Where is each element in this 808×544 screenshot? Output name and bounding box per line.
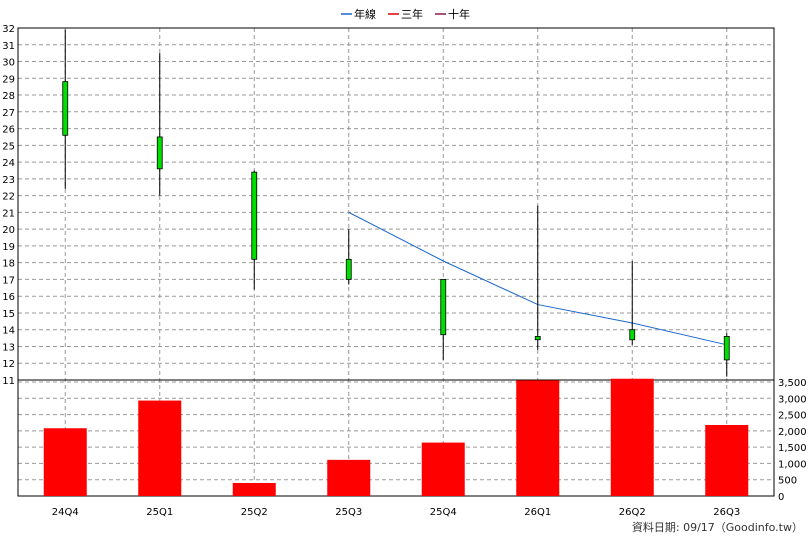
price-tick-label: 21 [2,208,15,219]
legend-item: 年線 [341,7,376,21]
price-tick-label: 23 [2,175,15,186]
volume-layer [43,378,749,496]
price-tick-label: 28 [2,91,15,102]
price-tick-label: 26 [2,125,15,136]
price-panel-border [17,27,775,381]
volume-bar [705,424,749,496]
candle [251,170,258,290]
legend-item: 三年 [388,7,423,21]
category-tick-label: 24Q4 [52,507,79,518]
volume-bar [610,378,654,496]
footnote: 資料日期: 09/17（Goodinfo.tw） [632,520,803,534]
candle [723,333,730,377]
price-tick-label: 17 [2,275,15,286]
price-tick-label: 14 [2,326,15,337]
candle-body [251,171,258,260]
price-tick-label: 29 [2,74,15,85]
candle-body [62,81,69,136]
plot-frame [17,27,775,497]
axes-layer: 11 12 13 14 15 16 17 18 19 20 21 22 23 24 25 26 27 28 29 30… [2,24,806,518]
candle [345,229,352,285]
candle-body [156,136,163,170]
price-tick-label: 12 [2,359,15,370]
volume-tick-label: 1,000 [778,459,807,470]
candle [440,279,447,360]
volume-tick-label: 1,500 [778,443,807,454]
price-tick-label: 11 [2,376,15,387]
candle-body [345,258,352,280]
volume-bar [232,482,276,496]
candle [156,53,163,196]
category-tick-label: 25Q1 [146,507,173,518]
volume-tick-label: 3,000 [778,394,807,405]
price-tick-label: 25 [2,141,15,152]
price-tick-label: 16 [2,292,15,303]
category-tick-label: 25Q4 [430,507,457,518]
legend-label: 年線 [354,7,376,21]
volume-bar [327,459,371,496]
price-tick-label: 20 [2,225,15,236]
price-tick-label: 13 [2,342,15,353]
price-tick-label: 18 [2,259,15,270]
volume-bar [138,400,182,496]
price-tick-label: 31 [2,41,15,52]
legend-label: 十年 [448,7,470,21]
volume-tick-label: 3,500 [778,378,807,389]
price-tick-label: 19 [2,242,15,253]
candle-body [534,336,541,341]
candle [534,205,541,350]
volume-bar [43,428,87,496]
legend: 年線 三年 十年 [341,7,470,21]
legend-label: 三年 [401,7,423,21]
category-tick-label: 26Q3 [713,507,740,518]
candle-body [629,329,636,341]
category-tick-label: 26Q1 [524,507,551,518]
volume-bar [421,442,465,496]
candle [62,29,69,189]
volume-tick-label: 500 [778,476,797,487]
price-tick-label: 22 [2,192,15,203]
price-tick-label: 27 [2,108,15,119]
grid [18,27,774,496]
volume-bar [516,380,560,496]
price-tick-label: 30 [2,58,15,69]
category-tick-label: 25Q3 [335,507,362,518]
legend-item: 十年 [435,7,470,21]
category-tick-label: 26Q2 [619,507,646,518]
volume-tick-label: 2,000 [778,427,807,438]
volume-panel-border [17,379,775,497]
candle [629,260,636,345]
volume-tick-label: 0 [778,492,784,503]
volume-tick-label: 2,500 [778,411,807,422]
candle-body [440,279,447,336]
candle-body [723,336,730,361]
candles-layer [62,29,730,377]
category-tick-label: 25Q2 [241,507,268,518]
price-tick-label: 15 [2,309,15,320]
price-tick-label: 24 [2,158,15,169]
price-tick-label: 32 [2,24,15,35]
